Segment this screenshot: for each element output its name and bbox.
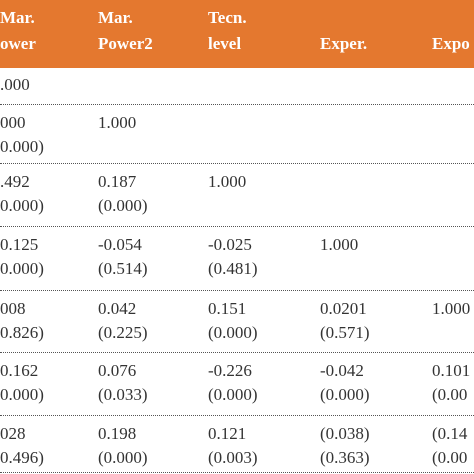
p-value: 0.000) bbox=[0, 259, 44, 278]
row-separator bbox=[0, 415, 474, 416]
coefficient: -0.025 bbox=[208, 235, 252, 254]
coefficient: .492 bbox=[0, 172, 30, 191]
header-cell: Expo bbox=[432, 34, 470, 53]
p-value: (0.571) bbox=[320, 323, 370, 342]
header-cell: Mar. bbox=[98, 8, 133, 27]
p-value: (0.000) bbox=[98, 196, 148, 215]
p-value: 0.000) bbox=[0, 196, 44, 215]
coefficient: 0.198 bbox=[98, 424, 137, 443]
header-cell: ower bbox=[0, 34, 36, 53]
coefficient: 1.000 bbox=[98, 113, 137, 132]
p-value: 0.000) bbox=[0, 137, 44, 156]
coefficient: 0.101 bbox=[432, 361, 471, 380]
p-value: 0.826) bbox=[0, 323, 44, 342]
coefficient: (0.14 bbox=[432, 424, 468, 443]
coefficient: 0.187 bbox=[98, 172, 137, 191]
header-cell: Mar. bbox=[0, 8, 35, 27]
coefficient: 008 bbox=[0, 299, 26, 318]
p-value: (0.000) bbox=[320, 385, 370, 404]
coefficient: 0.0201 bbox=[320, 299, 367, 318]
header-cell: level bbox=[208, 34, 242, 53]
coefficient: 1.000 bbox=[208, 172, 247, 191]
row-separator bbox=[0, 163, 474, 164]
row-separator bbox=[0, 104, 474, 105]
header-band bbox=[0, 0, 474, 68]
p-value: (0.481) bbox=[208, 259, 258, 278]
coefficient: 1.000 bbox=[320, 235, 359, 254]
coefficient: 0.125 bbox=[0, 235, 39, 254]
coefficient: (0.038) bbox=[320, 424, 370, 443]
coefficient: 028 bbox=[0, 424, 26, 443]
p-value: (0.225) bbox=[98, 323, 148, 342]
coefficient: -0.042 bbox=[320, 361, 364, 380]
coefficient: 000 bbox=[0, 113, 26, 132]
coefficient: 0.151 bbox=[208, 299, 247, 318]
coefficient: .000 bbox=[0, 75, 30, 94]
coefficient: 0.042 bbox=[98, 299, 137, 318]
header-cell: Tecn. bbox=[208, 8, 247, 27]
header-cell: Power2 bbox=[98, 34, 153, 53]
coefficient: 1.000 bbox=[432, 299, 471, 318]
row-separator bbox=[0, 352, 474, 353]
p-value: (0.00 bbox=[432, 385, 468, 404]
row-separator bbox=[0, 226, 474, 227]
p-value: (0.000) bbox=[208, 385, 258, 404]
coefficient: 0.076 bbox=[98, 361, 137, 380]
row-separator bbox=[0, 472, 474, 473]
coefficient: -0.226 bbox=[208, 361, 252, 380]
p-value: (0.363) bbox=[320, 448, 370, 467]
coefficient: 0.121 bbox=[208, 424, 247, 443]
header-cell: Exper. bbox=[320, 34, 368, 53]
p-value: 0.000) bbox=[0, 385, 44, 404]
p-value: (0.003) bbox=[208, 448, 258, 467]
coefficient: 0.162 bbox=[0, 361, 39, 380]
p-value: 0.496) bbox=[0, 448, 44, 467]
p-value: (0.00 bbox=[432, 448, 468, 467]
p-value: (0.000) bbox=[98, 448, 148, 467]
p-value: (0.033) bbox=[98, 385, 148, 404]
coefficient: -0.054 bbox=[98, 235, 142, 254]
row-separator bbox=[0, 290, 474, 291]
p-value: (0.000) bbox=[208, 323, 258, 342]
p-value: (0.514) bbox=[98, 259, 148, 278]
